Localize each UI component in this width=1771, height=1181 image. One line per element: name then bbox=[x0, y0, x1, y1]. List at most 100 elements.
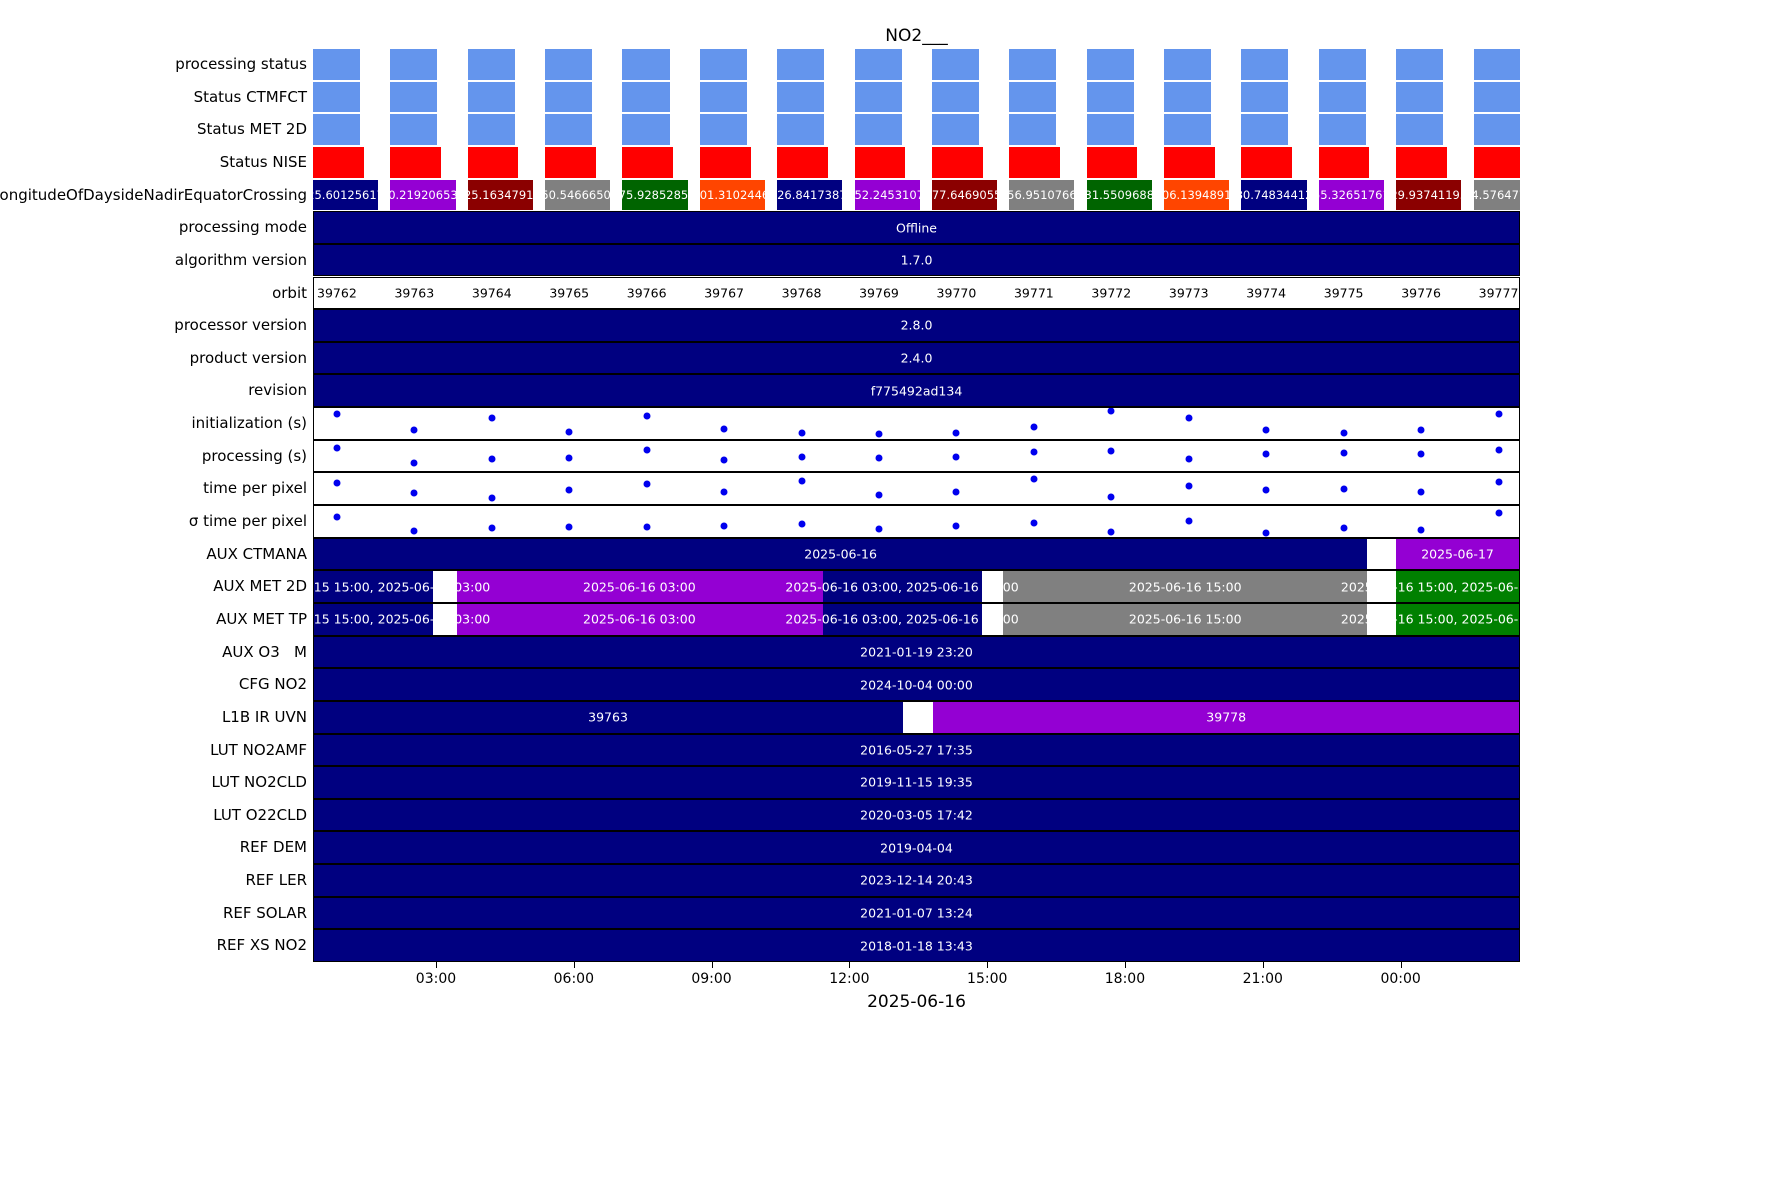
timeline-segment bbox=[433, 571, 458, 602]
longitude-value: -152.24531072 bbox=[843, 187, 932, 202]
scatter-dot bbox=[1417, 526, 1425, 534]
scatter-dot bbox=[565, 486, 573, 494]
scatter-dot bbox=[1107, 528, 1115, 536]
status-block bbox=[1086, 146, 1138, 178]
longitude-value: 4.57647702 bbox=[1471, 187, 1520, 202]
timeline-segment bbox=[314, 571, 434, 602]
status-block bbox=[777, 114, 825, 145]
scatter-dot bbox=[720, 522, 728, 530]
row-status-nise bbox=[313, 146, 1520, 179]
scatter-dot bbox=[1030, 519, 1038, 527]
row-processing-s bbox=[313, 439, 1520, 473]
orbit-number: 39772 bbox=[1091, 285, 1132, 301]
scatter-dot bbox=[1262, 426, 1270, 434]
longitude-block bbox=[931, 179, 998, 211]
scatter-dot bbox=[565, 454, 573, 462]
scatter-dot bbox=[333, 479, 341, 487]
scatter-dot bbox=[1185, 517, 1193, 525]
status-block bbox=[545, 114, 593, 145]
timeline-segment bbox=[1396, 603, 1519, 635]
orbit-number: 39768 bbox=[781, 285, 822, 301]
status-block bbox=[854, 146, 906, 178]
segment-label: 2025-06-16 15:00, 2025-06-17 03:00 bbox=[1340, 579, 1519, 595]
status-block bbox=[313, 81, 361, 113]
scatter-dot bbox=[1107, 408, 1115, 414]
row-label-processing-mode: processing mode bbox=[178, 218, 307, 237]
scatter-dot bbox=[875, 454, 883, 462]
scatter-dot bbox=[1262, 486, 1270, 494]
row-label-status-nise: Status NISE bbox=[219, 152, 307, 171]
status-block bbox=[1241, 114, 1289, 145]
longitude-block bbox=[1396, 179, 1462, 211]
status-block bbox=[931, 81, 979, 113]
row-label-product-version: product version bbox=[189, 348, 307, 367]
x-tick-label: 12:00 bbox=[829, 971, 870, 987]
scatter-dot bbox=[333, 410, 341, 418]
row-time-per-pixel bbox=[313, 472, 1520, 505]
scatter-dot bbox=[1340, 485, 1348, 493]
longitude-value: 25.60125617 bbox=[313, 187, 384, 202]
row-algorithm-version: 1.7.0 bbox=[313, 243, 1520, 277]
status-block bbox=[390, 49, 438, 80]
scatter-dot bbox=[1340, 524, 1348, 532]
scatter-dot bbox=[875, 525, 883, 533]
x-tick-mark bbox=[711, 962, 713, 968]
scatter-dot bbox=[1030, 423, 1038, 431]
bar-value: 1.7.0 bbox=[900, 252, 933, 268]
status-block bbox=[931, 146, 983, 178]
row-label-processing-status: processing status bbox=[175, 55, 307, 73]
status-block bbox=[699, 49, 747, 80]
scatter-dot bbox=[488, 414, 496, 422]
longitude-value: 80.74834412 bbox=[1235, 187, 1313, 202]
timeline-segment bbox=[903, 701, 934, 733]
scatter-dot bbox=[1417, 450, 1425, 458]
timeline-segment bbox=[933, 701, 1519, 733]
status-block bbox=[1164, 114, 1212, 145]
scatter-dot bbox=[1107, 493, 1115, 501]
status-block bbox=[1164, 49, 1212, 80]
longitude-value: 156.95107661 bbox=[999, 187, 1084, 202]
x-tick-label: 18:00 bbox=[1104, 971, 1146, 987]
segment-label: 2025-06-16 15:00, 2025-06-17 03:00 bbox=[1340, 611, 1519, 627]
status-block bbox=[467, 81, 515, 113]
status-block bbox=[545, 146, 596, 178]
row-label-orbit: orbit bbox=[272, 283, 307, 302]
scatter-dot bbox=[720, 425, 728, 433]
scatter-dot bbox=[1417, 488, 1425, 496]
row-label-aux-met-tp: AUX MET TP bbox=[216, 609, 307, 628]
status-block bbox=[1473, 114, 1520, 145]
x-tick-label: 00:00 bbox=[1380, 971, 1421, 987]
row-label-algorithm-version: algorithm version bbox=[174, 250, 307, 269]
row-aux-met-tp: 2025-06-15 15:00, 2025-06-16 03:00 2025-0… bbox=[313, 602, 1520, 636]
scatter-dot bbox=[952, 488, 960, 496]
row-processing-mode: Offline bbox=[313, 211, 1520, 244]
longitude-block bbox=[1009, 179, 1075, 211]
status-block bbox=[1318, 81, 1366, 113]
row-label-aux-o3-m: AUX O3 M bbox=[222, 642, 307, 661]
row-label-ref-solar: REF SOLAR bbox=[222, 903, 307, 922]
status-block bbox=[854, 114, 902, 145]
bar-value: Offline bbox=[895, 220, 937, 236]
scatter-dot bbox=[1340, 429, 1348, 437]
longitude-block bbox=[313, 179, 379, 211]
row-label-processing-s: processing (s) bbox=[201, 446, 307, 465]
longitude-value: 55.32651761 bbox=[1312, 187, 1390, 202]
scatter-dot bbox=[333, 444, 341, 452]
bar-value: 2018-01-18 13:43 bbox=[860, 938, 973, 954]
row-aux-ctmana: 2025-06-16 2025-06-17 bbox=[313, 537, 1520, 571]
orbit-number: 39770 bbox=[936, 285, 977, 301]
row-orbit: 39762 39763 39764 39765 39766 39767 39768 39769… bbox=[313, 276, 1520, 310]
timeline-segment bbox=[981, 571, 1004, 602]
orbit-number: 39765 bbox=[549, 285, 590, 301]
timeline-segment bbox=[314, 538, 1368, 570]
scatter-dot bbox=[333, 513, 341, 521]
orbit-number: 39763 bbox=[394, 285, 435, 301]
timeline-segment bbox=[981, 603, 1004, 635]
bar-value: 2024-10-04 00:00 bbox=[860, 677, 973, 693]
row-lut-no2amf: 2016-05-27 17:35 bbox=[313, 733, 1520, 767]
scatter-dot bbox=[1495, 478, 1503, 486]
row-label-aux-ctmana: AUX CTMANA bbox=[206, 544, 307, 563]
status-block bbox=[1241, 81, 1289, 113]
bar-value: 2021-01-07 13:24 bbox=[860, 905, 973, 921]
segment-label: 2025-06-16 15:00 bbox=[1128, 579, 1242, 595]
